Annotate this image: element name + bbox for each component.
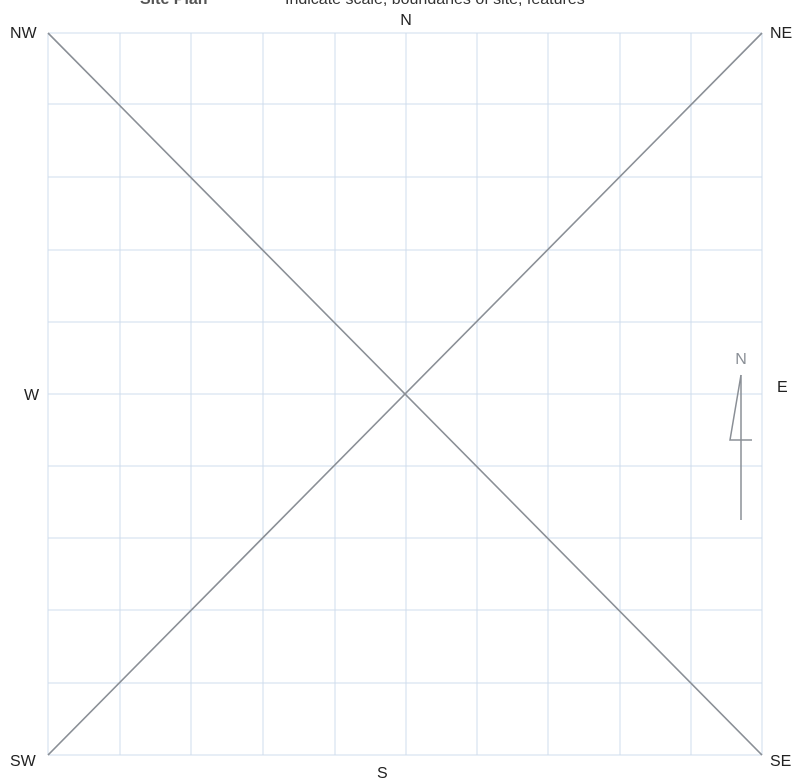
north-arrow <box>729 374 752 520</box>
subtitle: Indicate scale, boundaries of site, feat… <box>285 0 585 8</box>
diagonal-ne-sw <box>47 32 763 756</box>
grid <box>47 32 763 756</box>
label-s: S <box>377 765 388 780</box>
label-w: W <box>24 387 40 404</box>
label-ne: NE <box>770 25 792 42</box>
title: Site Plan <box>140 0 208 8</box>
label-sw: SW <box>10 753 37 770</box>
label-se: SE <box>770 753 791 770</box>
north-arrow-label: N <box>735 351 747 368</box>
label-n: N <box>400 12 412 29</box>
label-nw: NW <box>10 25 38 42</box>
label-e: E <box>777 379 788 396</box>
